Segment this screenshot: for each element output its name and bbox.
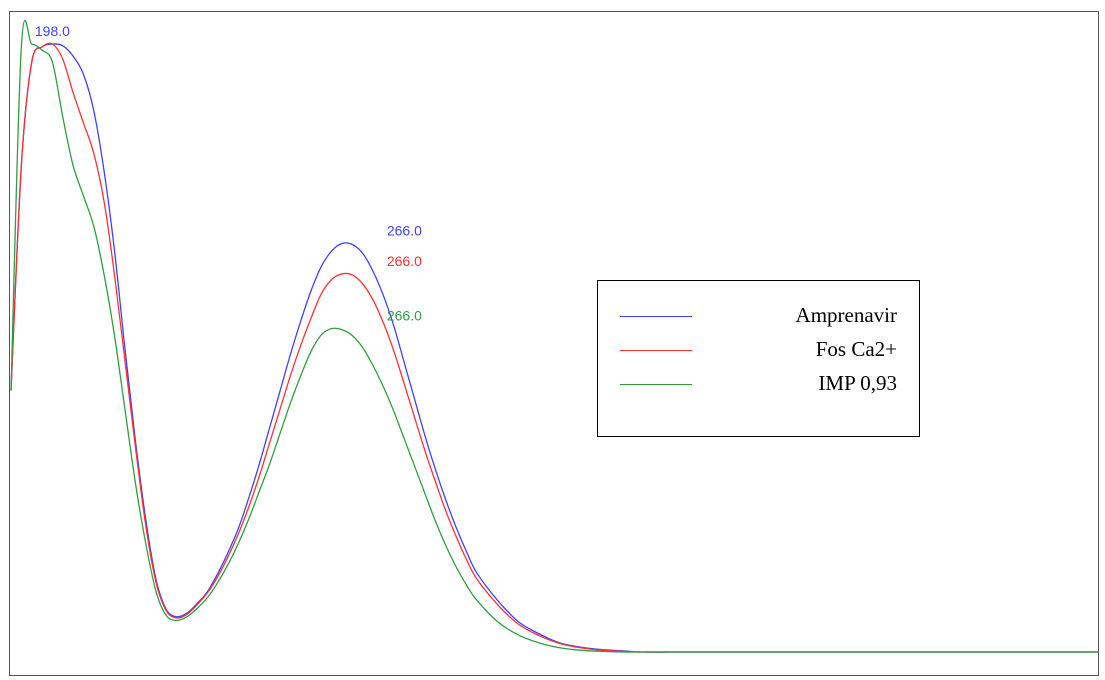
legend-item-imp: IMP 0,93	[598, 371, 919, 401]
peak-label-layer: 198.0 266.0 266.0 266.0	[35, 23, 422, 324]
peak-label-amprenavir: 198.0	[35, 23, 70, 39]
peak-label-imp-0-93: 266.0	[387, 308, 422, 324]
legend-item-fos-ca2: Fos Ca2+	[598, 337, 919, 367]
legend-item-amprenavir: Amprenavir	[598, 303, 919, 333]
series-layer	[10, 19, 1098, 653]
legend-swatch	[620, 350, 692, 351]
legend-swatch	[620, 384, 692, 385]
series-line-fos-ca2	[10, 42, 1098, 653]
legend-label: IMP 0,93	[818, 371, 897, 395]
peak-label-fos-ca2: 266.0	[387, 253, 422, 269]
series-line-amprenavir	[10, 43, 1098, 653]
legend-label: Fos Ca2+	[815, 337, 897, 361]
legend-label: Amprenavir	[795, 303, 897, 327]
legend: Amprenavir Fos Ca2+ IMP 0,93	[597, 280, 920, 437]
series-line-imp-0-93	[10, 19, 1098, 653]
legend-swatch	[620, 316, 692, 317]
peak-label-amprenavir: 266.0	[387, 222, 422, 238]
